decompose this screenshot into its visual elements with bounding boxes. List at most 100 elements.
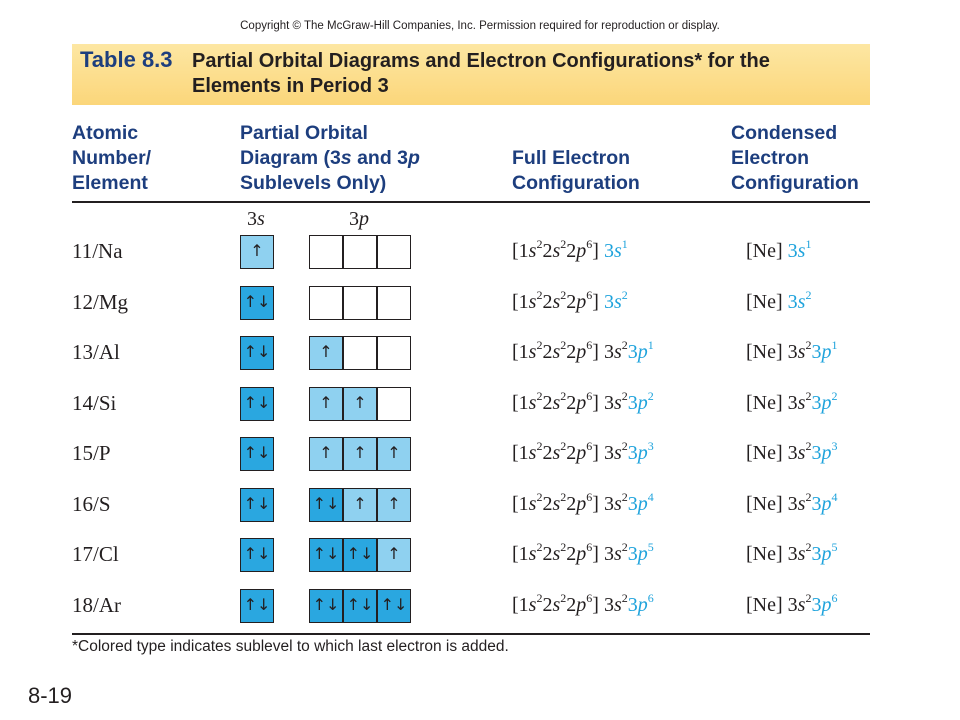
config-text: ] — [592, 442, 604, 464]
superscript: 2 — [560, 388, 567, 403]
sublevel-label-3p: 3p — [349, 208, 369, 231]
config-text: 2 — [542, 543, 553, 565]
superscript: 6 — [586, 439, 593, 453]
config-text: 2 — [542, 341, 553, 363]
config-text: [1 — [512, 442, 529, 464]
superscript: 2 — [536, 439, 543, 453]
table-number: Table 8.3 — [80, 47, 173, 72]
superscript: 4 — [647, 489, 654, 504]
header-line: Partial Orbital — [240, 122, 368, 144]
superscript: 2 — [536, 388, 543, 403]
superscript: 2 — [536, 590, 543, 605]
config-text: 3 — [811, 341, 822, 363]
config-text: 2 — [566, 290, 577, 313]
last-sublevel: 3p4 — [811, 489, 838, 515]
full-configuration: [1s22s22p6] 3s23p2 — [512, 388, 654, 415]
sublevel-letter: p — [637, 341, 648, 363]
header-atomic-number: Atomic Number/ Element — [72, 121, 151, 196]
config-text: ] — [592, 240, 604, 262]
element-label: 13/Al — [72, 340, 120, 364]
element-label: 14/Si — [72, 390, 117, 415]
last-sublevel: 3s1 — [603, 237, 628, 262]
sublevel-letter: s — [613, 593, 622, 616]
superscript: 6 — [586, 388, 593, 403]
header-line: Element — [72, 172, 148, 194]
orbital-3p-box: ↑↓ — [309, 538, 343, 572]
superscript: 2 — [805, 540, 812, 554]
config-text: ] — [592, 290, 604, 313]
orbital-3p-box — [377, 285, 411, 320]
orbital-3p-box: ↑↓ — [309, 487, 343, 522]
superscript: 2 — [560, 338, 567, 352]
superscript: 4 — [831, 489, 838, 504]
superscript: 2 — [805, 338, 812, 352]
last-sublevel: 3s1 — [788, 238, 812, 262]
superscript: 2 — [536, 287, 543, 302]
header-fragment: p — [408, 147, 420, 169]
superscript: 2 — [560, 489, 567, 504]
condensed-configuration: [Ne] 3s23p6 — [746, 592, 837, 617]
orbital-3s-box: ↑↓ — [240, 285, 274, 320]
last-sublevel: 3s2 — [788, 287, 812, 313]
element-label: 12/Mg — [72, 289, 129, 314]
sublevel-letter: p — [821, 543, 832, 565]
full-configuration: [1s22s22p6] 3s2 — [512, 287, 628, 314]
superscript: 2 — [536, 338, 543, 352]
sublevel-letter: s — [528, 240, 537, 262]
element-label: 11/Na — [72, 239, 123, 263]
sublevel-number: 3 — [349, 208, 359, 230]
config-text: 2 — [566, 240, 577, 262]
sublevel-letter: p — [576, 341, 587, 363]
superscript: 2 — [621, 388, 628, 403]
superscript: 5 — [647, 540, 654, 554]
sublevel-letter: s — [797, 341, 806, 363]
element-label: 15/P — [72, 441, 111, 465]
header-line: Electron — [731, 147, 810, 169]
config-text: 2 — [542, 290, 553, 313]
superscript: 6 — [586, 590, 593, 605]
config-text: 3 — [627, 593, 638, 616]
orbital-3s-box: ↑↓ — [240, 588, 274, 623]
sublevel-letter: s — [257, 208, 265, 230]
superscript: 2 — [805, 287, 812, 302]
sublevel-letter: p — [359, 208, 369, 230]
sublevel-letter: s — [797, 290, 806, 313]
orbital-3s-box: ↑↓ — [240, 538, 274, 572]
superscript: 2 — [621, 439, 628, 453]
header-fragment: s — [340, 147, 352, 169]
sublevel-letter: s — [528, 492, 537, 515]
superscript: 1 — [621, 237, 628, 251]
superscript: 2 — [621, 338, 628, 352]
last-sublevel: 3s2 — [604, 289, 628, 313]
last-sublevel: 3p5 — [811, 541, 837, 565]
sublevel-letter: p — [576, 442, 587, 464]
superscript: 2 — [560, 590, 567, 605]
table-title: Partial Orbital Diagrams and Electron Co… — [192, 49, 770, 99]
condensed-configuration: [Ne] 3s1 — [746, 238, 812, 263]
superscript: 2 — [621, 590, 628, 605]
sublevel-letter: s — [613, 543, 622, 565]
header-line: Full Electron — [512, 147, 631, 169]
sublevel-letter: p — [637, 593, 648, 616]
sublevel-letter: p — [821, 341, 832, 363]
sublevel-letter: s — [797, 492, 806, 515]
orbital-3p-box: ↑ — [377, 437, 411, 471]
table-title-line2: Elements in Period 3 — [192, 75, 389, 97]
sublevel-label-3s: 3s — [247, 208, 265, 231]
config-text: 2 — [542, 593, 553, 616]
orbital-3p-box — [343, 235, 377, 269]
orbital-3p-box — [343, 285, 377, 320]
orbital-3p-box: ↑↓ — [343, 538, 377, 572]
config-text: [1 — [512, 543, 529, 565]
header-fragment: and 3 — [351, 147, 409, 169]
superscript: 6 — [647, 590, 654, 605]
config-text: 3 — [603, 593, 614, 616]
table-title-band: Table 8.3 Partial Orbital Diagrams and E… — [72, 44, 870, 105]
config-text: 3 — [603, 341, 614, 363]
config-text: 3 — [811, 391, 822, 414]
sublevel-letter: p — [637, 391, 648, 414]
config-text: [Ne] — [746, 593, 788, 616]
config-text: [Ne] — [746, 442, 788, 464]
config-text: 3 — [603, 240, 614, 262]
config-text: 3 — [811, 593, 822, 616]
